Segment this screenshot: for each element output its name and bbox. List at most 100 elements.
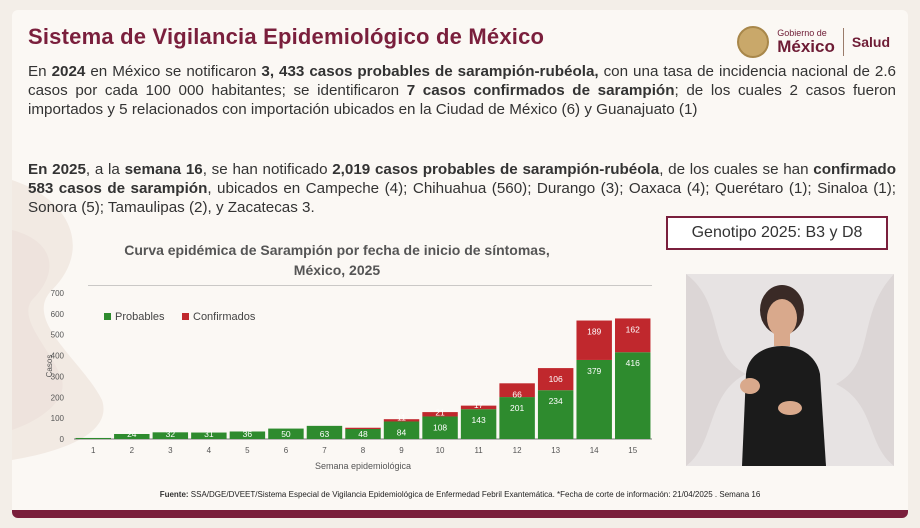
bar-probables-week-10: [422, 416, 458, 439]
p2-text: , se han notificado: [202, 161, 333, 178]
x-tick-label: 4: [207, 446, 212, 455]
bar-probables-week-4: [191, 432, 227, 439]
y-tick-label: 0: [60, 435, 65, 444]
epidemic-curve-chart: 0 100 200 300 400 500 600 700 Casos Semana epidem…: [45, 285, 652, 471]
data-label-probables: 84: [397, 427, 407, 437]
chart-title-line2: México, 2025: [293, 262, 381, 278]
y-tick-label: 600: [51, 310, 65, 319]
chart-title: Curva epidémica de Sarampión por fecha d…: [102, 240, 572, 280]
x-tick-label: 1: [91, 446, 96, 455]
legend-swatch-probables: [104, 313, 111, 320]
data-label-confirmados: 106: [549, 374, 563, 384]
y-tick-label: 100: [51, 414, 65, 423]
x-tick-label: 3: [168, 446, 173, 455]
x-tick-label: 15: [628, 446, 637, 455]
background-ornament: [12, 180, 104, 460]
p1-text: ; de los cuales 2 casos fueron importado…: [28, 82, 897, 118]
y-axis-label: Casos: [45, 355, 54, 378]
paragraph-2025: En 2025, a la semana 16, se han notifica…: [28, 160, 896, 217]
slide: Sistema de Vigilancia Epidemiológico de …: [12, 10, 908, 518]
logo-divider: [842, 28, 844, 56]
x-tick-label: 10: [436, 446, 445, 455]
x-tick-label: 5: [245, 446, 250, 455]
p1-text: En: [28, 63, 52, 80]
bar-confirmados-week-9: [383, 419, 420, 422]
gobierno-logo: Gobierno de México Salud: [737, 26, 890, 58]
data-label-probables: 36: [243, 429, 253, 439]
bar-probables-week-5: [229, 431, 266, 439]
legend-label-confirmados: Confirmados: [193, 311, 256, 323]
x-tick-label: 7: [322, 446, 327, 455]
footer-source-text: SSA/DGE/DVEET/Sistema Especial de Vigila…: [188, 490, 761, 499]
bar-confirmados-week-13: [537, 368, 574, 391]
p2-text: , ubicados en Campeche (4); Chihuahua (5…: [28, 180, 897, 216]
y-tick-label: 400: [51, 352, 65, 361]
bar-probables-week-15: [615, 352, 651, 439]
data-label-probables: 379: [587, 366, 601, 376]
x-tick-label: 8: [361, 446, 366, 455]
data-label-probables: 108: [433, 422, 447, 432]
paragraph-2024: En 2024 en México se notificaron 3, 433 …: [28, 62, 896, 119]
interpreter-image: [686, 274, 894, 466]
bar-probables-week-11: [460, 409, 497, 439]
logo-line1: Gobierno de: [777, 28, 827, 38]
legend-label-probables: Probables: [115, 311, 165, 323]
data-label-confirmados: 17: [474, 400, 484, 410]
x-tick-label: 14: [590, 446, 599, 455]
national-seal-icon: [737, 26, 770, 58]
chart-title-line1: Curva epidémica de Sarampión por fecha d…: [124, 242, 550, 258]
data-label-confirmados: 21: [435, 407, 445, 417]
bar-probables-week-2: [114, 433, 150, 439]
legend-swatch-confirmados: [182, 313, 189, 320]
x-tick-label: 11: [474, 446, 483, 455]
bar-probables-week-6: [268, 428, 304, 439]
y-tick-label: 700: [51, 289, 65, 298]
data-label-probables: 50: [281, 429, 291, 439]
p1-bold: 2024: [51, 63, 86, 80]
data-label-probables: 201: [510, 403, 524, 413]
bar-probables-week-3: [152, 432, 189, 439]
bar-confirmados-week-8: [345, 427, 381, 429]
bar-probables-week-9: [383, 421, 420, 439]
y-tick-label: 200: [51, 393, 65, 402]
p2-bold: confirmado 583 casos de sarampión: [28, 161, 896, 197]
data-label-probables: 24: [127, 429, 137, 439]
bar-probables-week-12: [499, 397, 535, 439]
data-label-probables: 48: [358, 429, 368, 439]
bar-confirmados-week-15: [615, 318, 651, 353]
data-label-confirmados: 66: [512, 389, 522, 399]
p1-bold: 7 casos confirmados de sarampión: [406, 82, 675, 99]
bar-confirmados-week-11: [460, 405, 497, 410]
p1-bold: 3, 433 casos probables de sarampión-rubé…: [261, 63, 599, 80]
bar-probables-week-1: [75, 437, 111, 439]
x-tick-label: 6: [284, 446, 289, 455]
logo-line2: México: [777, 37, 835, 56]
y-tick-label: 300: [51, 372, 65, 381]
bar-confirmados-week-12: [499, 383, 535, 398]
data-label-confirmados: 189: [587, 327, 601, 337]
data-label-probables: 32: [166, 429, 176, 439]
x-axis-label: Semana epidemiológica: [315, 461, 411, 471]
p2-text: , de los cuales se han: [659, 161, 814, 178]
page-title: Sistema de Vigilancia Epidemiológico de …: [28, 24, 545, 49]
x-tick-label: 13: [551, 446, 560, 455]
x-tick-label: 12: [513, 446, 522, 455]
logo-dept: Salud: [851, 34, 890, 50]
p2-bold: En 2025: [28, 161, 86, 178]
x-tick-label: 2: [130, 446, 135, 455]
p1-text: en México se notificaron: [85, 63, 262, 80]
footer-source: Fuente: SSA/DGE/DVEET/Sistema Especial d…: [12, 490, 908, 499]
bar-confirmados-week-10: [422, 412, 458, 417]
data-label-probables: 234: [549, 396, 563, 406]
data-label-probables: 63: [320, 429, 330, 439]
bottom-accent-bar: [12, 510, 908, 518]
bar-confirmados-week-14: [576, 320, 612, 360]
data-label-confirmados: 11: [397, 412, 406, 422]
sign-language-interpreter-video: [686, 274, 894, 466]
bar-probables-week-8: [345, 428, 381, 439]
p2-bold: 2,019 casos probables de sarampión-rubéo…: [332, 161, 660, 178]
data-label-confirmados: 162: [626, 324, 640, 334]
bar-probables-week-7: [306, 425, 343, 439]
data-label-probables: 416: [626, 358, 640, 368]
data-label-probables: 31: [204, 429, 214, 439]
